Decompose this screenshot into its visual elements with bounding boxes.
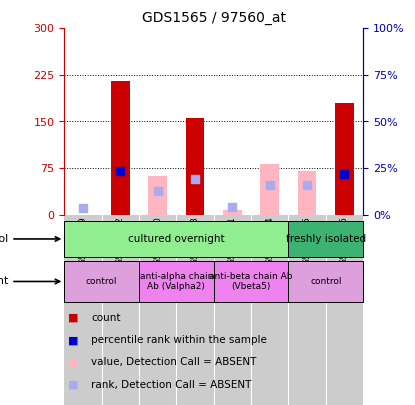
Text: ■: ■ — [68, 335, 79, 345]
Bar — [223, 210, 242, 215]
Text: anti-alpha chain
Ab (Valpha2): anti-alpha chain Ab (Valpha2) — [140, 272, 213, 291]
Bar — [186, 118, 205, 215]
Point — [341, 171, 348, 177]
Bar — [214, 215, 251, 405]
Point — [154, 188, 161, 194]
Text: control: control — [310, 277, 342, 286]
Bar — [139, 261, 214, 302]
Point — [304, 181, 310, 188]
Bar — [176, 215, 214, 405]
Text: count: count — [91, 313, 121, 323]
Bar — [149, 176, 167, 215]
Text: percentile rank within the sample: percentile rank within the sample — [91, 335, 267, 345]
Bar — [64, 261, 139, 302]
Bar — [251, 215, 288, 405]
Text: freshly isolated: freshly isolated — [286, 234, 366, 244]
Text: value, Detection Call = ABSENT: value, Detection Call = ABSENT — [91, 358, 256, 367]
Text: control: control — [86, 277, 117, 286]
Text: agent: agent — [0, 277, 60, 286]
Bar — [335, 103, 354, 215]
Bar — [102, 215, 139, 405]
Bar — [261, 164, 279, 215]
Text: ■: ■ — [68, 313, 79, 323]
Bar — [64, 215, 102, 405]
Text: protocol: protocol — [0, 234, 60, 244]
Bar — [288, 215, 326, 405]
Bar — [298, 171, 317, 215]
Point — [117, 168, 124, 175]
Title: GDS1565 / 97560_at: GDS1565 / 97560_at — [142, 11, 286, 25]
Text: cultured overnight: cultured overnight — [128, 234, 225, 244]
Point — [80, 205, 86, 212]
Text: anti-beta chain Ab
(Vbeta5): anti-beta chain Ab (Vbeta5) — [209, 272, 293, 291]
Bar — [111, 81, 130, 215]
Text: ■: ■ — [68, 358, 79, 367]
Bar — [326, 215, 363, 405]
Bar — [288, 221, 363, 257]
Bar — [139, 215, 176, 405]
Text: ■: ■ — [68, 380, 79, 390]
Point — [192, 175, 198, 182]
Bar — [64, 221, 288, 257]
Point — [266, 181, 273, 188]
Bar — [214, 261, 288, 302]
Point — [229, 204, 236, 211]
Text: rank, Detection Call = ABSENT: rank, Detection Call = ABSENT — [91, 380, 251, 390]
Bar — [288, 261, 363, 302]
